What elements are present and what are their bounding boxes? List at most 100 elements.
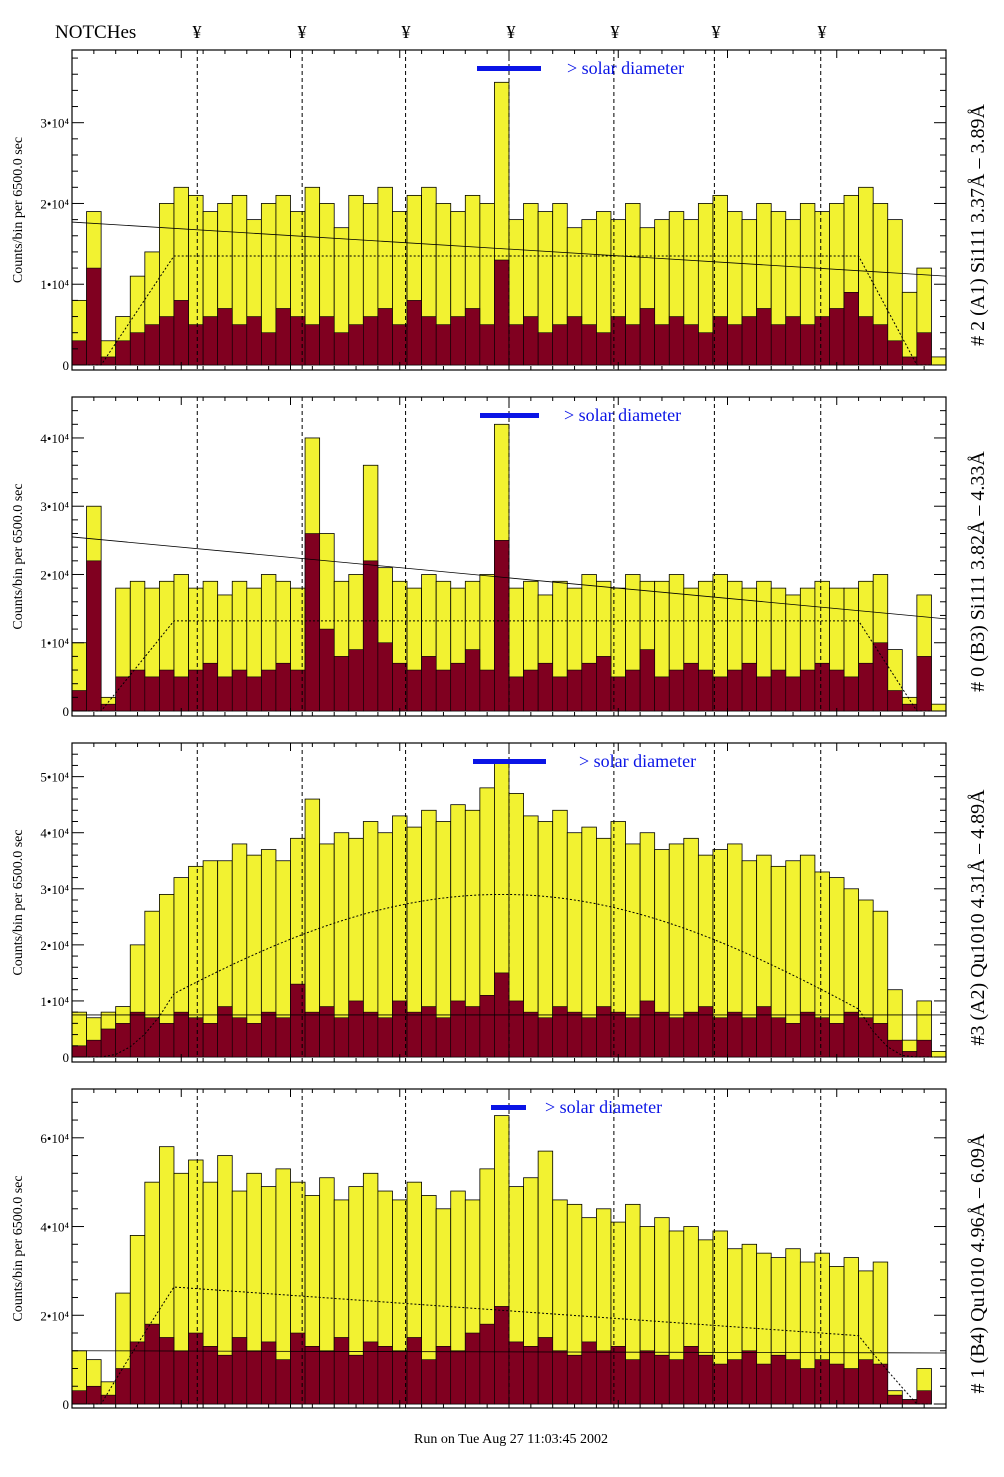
background-bar bbox=[741, 662, 757, 712]
background-bar bbox=[231, 324, 248, 366]
background-bar bbox=[144, 676, 160, 712]
background-bar bbox=[887, 1039, 903, 1058]
background-bar bbox=[785, 676, 801, 712]
background-bar bbox=[770, 1354, 787, 1405]
background-bar bbox=[377, 642, 393, 712]
background-bar bbox=[392, 1350, 408, 1405]
background-bar bbox=[479, 1323, 495, 1405]
background-bar bbox=[333, 1017, 350, 1058]
background-bar bbox=[625, 669, 641, 712]
background-bar bbox=[727, 1011, 743, 1058]
background-bar bbox=[698, 669, 714, 712]
background-bar bbox=[173, 300, 189, 366]
background-bar bbox=[261, 669, 277, 712]
background-bar bbox=[683, 1346, 699, 1405]
background-bar bbox=[843, 1368, 859, 1405]
y-tick-label: 2•10⁴ bbox=[40, 567, 69, 582]
background-bar bbox=[829, 669, 845, 712]
panel-title: # 1 (B4) Qu1010 4.96Å – 6.09Å bbox=[967, 1133, 989, 1394]
background-bar bbox=[858, 316, 874, 366]
background-bar bbox=[800, 669, 816, 712]
background-bar bbox=[71, 1390, 87, 1405]
panel-title: # 0 (B3) Si111 3.82Å – 4.33Å bbox=[967, 451, 989, 692]
background-bar bbox=[464, 649, 481, 712]
y-axis-label: Counts/bin per 6500.0 sec bbox=[11, 137, 26, 283]
notch-marker: ¥ bbox=[611, 22, 620, 42]
background-bar bbox=[479, 669, 495, 712]
background-bar bbox=[173, 676, 189, 712]
panel-1: 0 1•10⁴ 2•10⁴ 3•10⁴ 4•10⁴ Counts/bin per 6500… bbox=[11, 396, 989, 719]
background-bar bbox=[508, 676, 524, 712]
background-bar bbox=[304, 1011, 320, 1058]
background-bar bbox=[552, 1006, 568, 1058]
background-bar bbox=[144, 1017, 160, 1058]
background-bar bbox=[916, 1390, 932, 1405]
panel-title: # 2 (A1) Si111 3.37Å – 3.89Å bbox=[967, 104, 989, 346]
background-bar bbox=[290, 316, 306, 366]
background-bar bbox=[348, 649, 364, 712]
background-bar bbox=[392, 1000, 408, 1058]
background-bar bbox=[523, 316, 539, 366]
notch-marker: ¥ bbox=[402, 22, 411, 42]
background-bar bbox=[639, 649, 655, 712]
background-bar bbox=[435, 1346, 452, 1405]
background-bar bbox=[537, 1017, 554, 1058]
notches-label: NOTCHes bbox=[55, 22, 136, 43]
count-bar bbox=[931, 703, 947, 712]
background-bar bbox=[333, 332, 350, 366]
panel-0: 0 1•10⁴ 2•10⁴ 3•10⁴ Counts/bin per 6500.0 se… bbox=[11, 49, 989, 373]
background-bar bbox=[814, 1017, 830, 1058]
background-bar bbox=[770, 324, 787, 366]
background-bar bbox=[552, 324, 568, 366]
count-bar bbox=[901, 291, 918, 366]
background-bar bbox=[770, 1017, 787, 1058]
background-bar bbox=[406, 669, 422, 712]
background-bar bbox=[712, 676, 728, 712]
background-bar bbox=[712, 316, 728, 366]
background-bar bbox=[552, 676, 568, 712]
background-bar bbox=[188, 1017, 204, 1058]
background-bar bbox=[523, 1346, 539, 1405]
background-bar bbox=[508, 1000, 524, 1058]
background-bar bbox=[610, 1011, 626, 1058]
background-bar bbox=[435, 669, 452, 712]
background-bar bbox=[727, 1359, 743, 1405]
background-bar bbox=[275, 662, 291, 712]
background-bar bbox=[596, 1350, 612, 1405]
background-bar bbox=[275, 1359, 291, 1405]
background-bar bbox=[392, 324, 408, 366]
background-bar bbox=[392, 662, 408, 712]
y-tick-label: 0 bbox=[63, 358, 70, 373]
efficiency-curve bbox=[72, 620, 946, 712]
background-bar bbox=[668, 1017, 685, 1058]
background-bar bbox=[275, 1017, 291, 1058]
background-bar bbox=[202, 662, 218, 712]
background-bar bbox=[348, 324, 364, 366]
background-bar bbox=[741, 1350, 757, 1405]
background-bar bbox=[625, 1017, 641, 1058]
background-bar bbox=[188, 324, 204, 366]
background-bar bbox=[537, 1337, 554, 1405]
background-bar bbox=[464, 1006, 481, 1058]
background-bar bbox=[829, 1023, 845, 1058]
background-bar bbox=[188, 1332, 204, 1405]
background-bar bbox=[508, 324, 524, 366]
background-bar bbox=[829, 1363, 845, 1405]
background-bar bbox=[712, 1017, 728, 1058]
background-bar bbox=[887, 1394, 903, 1405]
background-bar bbox=[756, 676, 772, 712]
background-bar bbox=[814, 1359, 830, 1405]
background-bar bbox=[231, 669, 248, 712]
background-bar bbox=[800, 324, 816, 366]
background-bar bbox=[887, 690, 903, 712]
background-bar bbox=[421, 1359, 437, 1405]
background-bar bbox=[202, 1023, 218, 1058]
background-bar bbox=[596, 656, 612, 712]
background-bar bbox=[814, 662, 830, 712]
run-info: Run on Tue Aug 27 11:03:45 2002 bbox=[414, 1432, 608, 1447]
background-bar bbox=[144, 1323, 160, 1405]
efficiency-curve bbox=[72, 893, 946, 1058]
solar-diameter-label: > solar diameter bbox=[545, 1097, 662, 1117]
background-bar bbox=[290, 669, 306, 712]
background-bar bbox=[217, 308, 233, 366]
